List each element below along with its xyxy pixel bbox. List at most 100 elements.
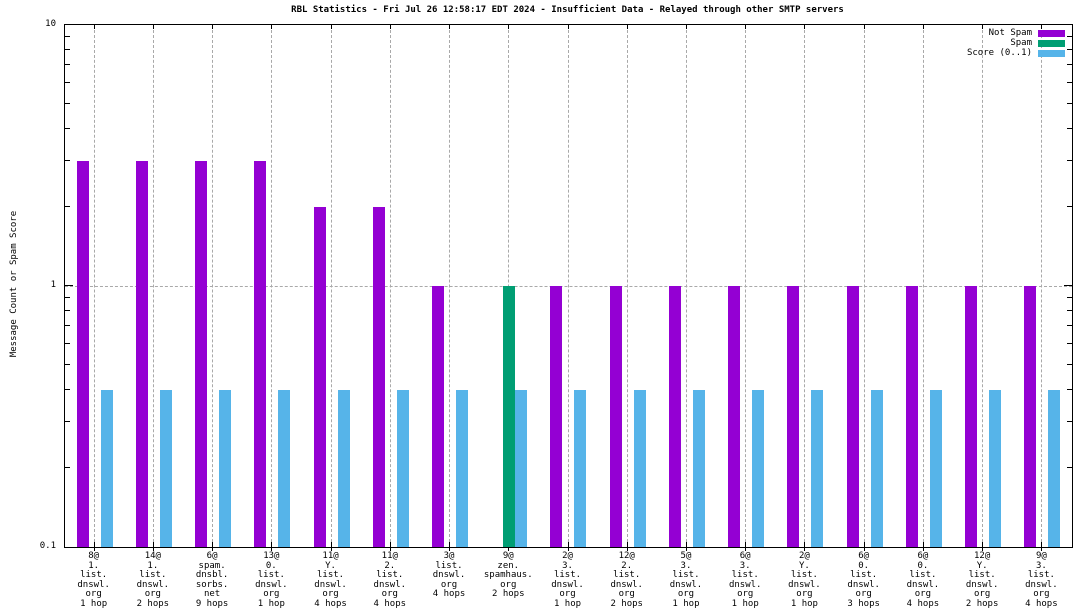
x-tick-label-line: 2 hops xyxy=(965,598,999,609)
legend-item-spam: Spam xyxy=(967,38,1065,48)
x-tick-label-line: 3. xyxy=(1035,560,1047,571)
y-minor-tick xyxy=(1067,81,1072,83)
x-tick-label-line: list. xyxy=(435,560,463,571)
x-tick-top xyxy=(271,25,273,29)
y-minor-tick xyxy=(65,127,70,129)
bar-score-0-1 xyxy=(100,389,113,547)
x-tick-label-line: 1 hop xyxy=(80,598,108,609)
y-tick-label-1: 1 xyxy=(50,280,56,290)
x-tick-label-line: list. xyxy=(672,570,700,580)
x-tick-label-line: 2@ xyxy=(799,551,810,561)
y-minor-tick xyxy=(65,325,70,327)
x-tick-top xyxy=(93,25,95,29)
x-tick-label-line: spam. xyxy=(198,560,226,571)
x-tick-label-line: zen. xyxy=(497,560,520,571)
x-tick-label: 6@ 3. list. dnswl. org 1 hop xyxy=(716,551,775,609)
bar-not-spam xyxy=(1024,286,1037,547)
x-tick-label-line: org xyxy=(974,589,991,599)
y-minor-tick xyxy=(1067,310,1072,312)
bar-group xyxy=(243,25,302,547)
y-tick-label-10: 10 xyxy=(45,19,56,29)
bar-group xyxy=(954,25,1013,547)
x-tick-label-line: list. xyxy=(909,570,937,580)
x-tick-top xyxy=(212,25,214,29)
x-tick-bottom xyxy=(804,542,806,551)
bar-group xyxy=(302,25,361,547)
x-tick-top xyxy=(922,25,924,29)
x-tick-label-line: org xyxy=(381,589,398,599)
x-tick-bottom xyxy=(271,542,273,551)
x-tick-label-line: spamhaus. xyxy=(483,570,533,580)
bar-not-spam xyxy=(432,286,445,547)
x-tick-label-line: 13@ xyxy=(263,551,280,561)
x-tick-top xyxy=(567,25,569,29)
bar-not-spam xyxy=(728,286,741,547)
y-minor-tick xyxy=(1067,363,1072,365)
x-tick-label-line: dnswl. xyxy=(432,570,466,580)
bar-score-0-1 xyxy=(159,389,172,547)
x-tick-label-line: 4 hops xyxy=(314,598,347,609)
x-tick-label-line: 1 hop xyxy=(731,598,759,609)
bar-group xyxy=(183,25,242,547)
x-tick-label-line: 3. xyxy=(562,560,573,571)
x-tick-label-line: 2. xyxy=(384,560,396,571)
bar-group xyxy=(835,25,894,547)
bar-not-spam xyxy=(550,286,563,547)
x-tick-label-line: net xyxy=(203,589,221,599)
x-tick-label-line: 12@ xyxy=(974,551,991,561)
x-tick-bottom xyxy=(626,542,628,551)
x-tick-label-line: 4 hops xyxy=(1025,598,1058,609)
x-tick-label: 12@ 2. list. dnswl. org 2 hops xyxy=(597,551,656,609)
x-tick-label-line: list. xyxy=(317,570,345,580)
x-tick-label-line: 4 hops xyxy=(373,598,407,609)
x-tick-label-line: org xyxy=(322,589,339,599)
y-minor-tick xyxy=(65,49,70,51)
x-tick-top xyxy=(152,25,154,29)
x-tick-label-line: list. xyxy=(850,570,878,580)
x-tick-bottom xyxy=(330,542,332,551)
x-tick-label: 5@ 3. list. dnswl. org 1 hop xyxy=(656,551,715,609)
bar-score-0-1 xyxy=(989,389,1002,547)
x-tick-bottom xyxy=(982,542,984,551)
x-tick-bottom xyxy=(567,542,569,551)
x-tick-label-line: dnswl. xyxy=(255,579,288,590)
y-minor-tick xyxy=(65,285,73,286)
bar-score-0-1 xyxy=(396,389,409,547)
x-tick-label-line: 11@ xyxy=(322,551,339,561)
x-tick-label-line: 5@ xyxy=(680,551,692,561)
y-minor-tick xyxy=(65,296,70,298)
x-tick-label-line: list. xyxy=(731,570,759,580)
x-tick-bottom xyxy=(389,542,391,551)
x-tick-label-line: 1 hop xyxy=(790,598,818,609)
x-tick-label-line: dnswl. xyxy=(373,579,407,590)
y-minor-tick xyxy=(1067,206,1072,208)
y-minor-tick xyxy=(1067,35,1072,37)
x-tick-label-line: org xyxy=(618,589,635,599)
y-minor-tick xyxy=(1067,296,1072,298)
legend-label-not-spam: Not Spam xyxy=(988,28,1032,38)
x-tick-label: 8@ 1. list. dnswl. org 1 hop xyxy=(64,551,123,609)
bar-score-0-1 xyxy=(811,389,824,547)
y-minor-tick xyxy=(65,160,70,162)
y-minor-tick xyxy=(65,421,70,423)
x-tick-label-line: dnswl. xyxy=(728,579,762,590)
x-tick-label-line: list. xyxy=(139,570,167,580)
y-minor-tick xyxy=(1067,388,1072,390)
y-minor-tick xyxy=(1067,64,1072,66)
x-tick-bottom xyxy=(212,542,214,551)
x-tick-label: 11@ Y. list. dnswl. org 4 hops xyxy=(301,551,360,609)
x-tick-label: 13@ 0. list. dnswl. org 1 hop xyxy=(242,551,301,609)
x-tick-label-line: list. xyxy=(790,570,818,580)
x-tick-label-line: 12@ xyxy=(618,551,635,561)
x-tick-label: 12@ Y. list. dnswl. org 2 hops xyxy=(953,551,1012,609)
legend-swatch-spam xyxy=(1038,39,1065,47)
y-minor-tick xyxy=(1067,342,1072,344)
y-tick-label-0.1: 0.1 xyxy=(39,541,56,551)
grid-hline-1 xyxy=(65,286,1072,287)
x-tick-label-line: dnswl. xyxy=(847,579,880,590)
x-tick-label-line: 11@ xyxy=(381,551,398,561)
x-tick-top xyxy=(982,25,984,29)
x-tick-label-line: org xyxy=(737,589,754,599)
y-minor-tick xyxy=(65,206,70,208)
x-tick-label-line: dnsbl. xyxy=(195,570,229,580)
